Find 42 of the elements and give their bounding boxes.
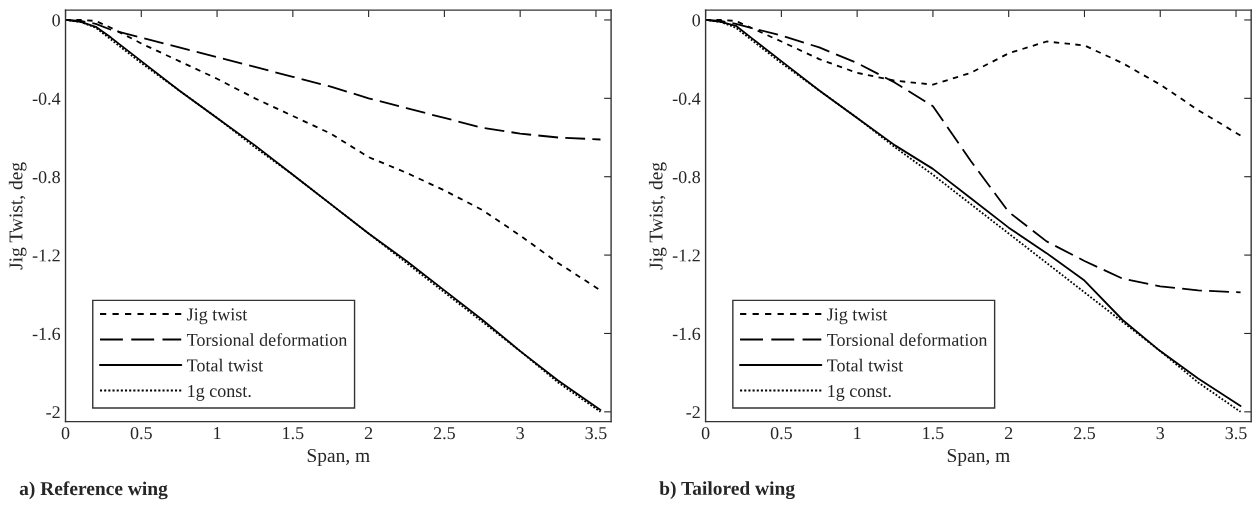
x-axis-title: Span, m — [307, 449, 370, 467]
text: a) Reference wing — [19, 481, 168, 500]
y-tick-label: -0.8 — [32, 170, 60, 184]
y-tick-label: -1.6 — [672, 327, 701, 340]
y-tick-label: 0 — [692, 14, 701, 27]
x-tick-label: 2.5 — [1073, 427, 1096, 440]
legend-label: Jig twist — [187, 308, 248, 325]
x-tick-label: 1 — [854, 427, 861, 440]
legend-label: Jig twist — [827, 308, 888, 325]
x-tick-label: 3.5 — [585, 427, 607, 440]
y-tick-label: -0.4 — [672, 92, 701, 105]
x-tick-label: 0.5 — [130, 427, 152, 440]
x-tick-label: 2.5 — [433, 427, 455, 440]
y-tick-label: -2 — [686, 406, 700, 419]
y-axis-title: Jig Twist, deg — [648, 162, 667, 270]
y-tick-label: -1.6 — [32, 327, 61, 340]
x-tick-label: 3.5 — [1225, 427, 1247, 440]
legend-label: 1g const. — [188, 384, 251, 401]
y-tick-label: -0.8 — [672, 170, 701, 184]
x-tick-label: 3 — [516, 427, 524, 440]
legend-label: Total twist — [827, 358, 904, 372]
x-axis-title: Span, m — [947, 449, 1010, 467]
x-tick-label: 1 — [214, 427, 221, 440]
x-tick-label: 0 — [701, 427, 710, 440]
legend-label: 1g const. — [828, 384, 891, 401]
x-tick-label: 1.5 — [283, 427, 304, 440]
legend-label: Torsional deformation — [827, 333, 988, 347]
x-tick-label: 2 — [1004, 427, 1013, 440]
y-tick-label: -0.4 — [32, 92, 61, 105]
y-tick-label: -1.2 — [32, 249, 60, 262]
x-tick-label: 0 — [61, 427, 70, 440]
y-axis-title: Jig Twist, deg — [8, 162, 27, 270]
x-tick-label: 3 — [1156, 427, 1165, 440]
x-tick-label: 0.5 — [770, 427, 792, 440]
text: b) Tailored wing — [659, 481, 795, 500]
legend-label: Torsional deformation — [186, 333, 348, 347]
legend-label: Total twist — [186, 358, 264, 372]
y-tick-label: 0 — [52, 14, 60, 27]
y-tick-label: -2 — [46, 406, 60, 419]
x-tick-label: 2 — [364, 427, 373, 440]
y-tick-label: -1.2 — [672, 249, 700, 262]
x-tick-label: 1.5 — [923, 427, 944, 440]
